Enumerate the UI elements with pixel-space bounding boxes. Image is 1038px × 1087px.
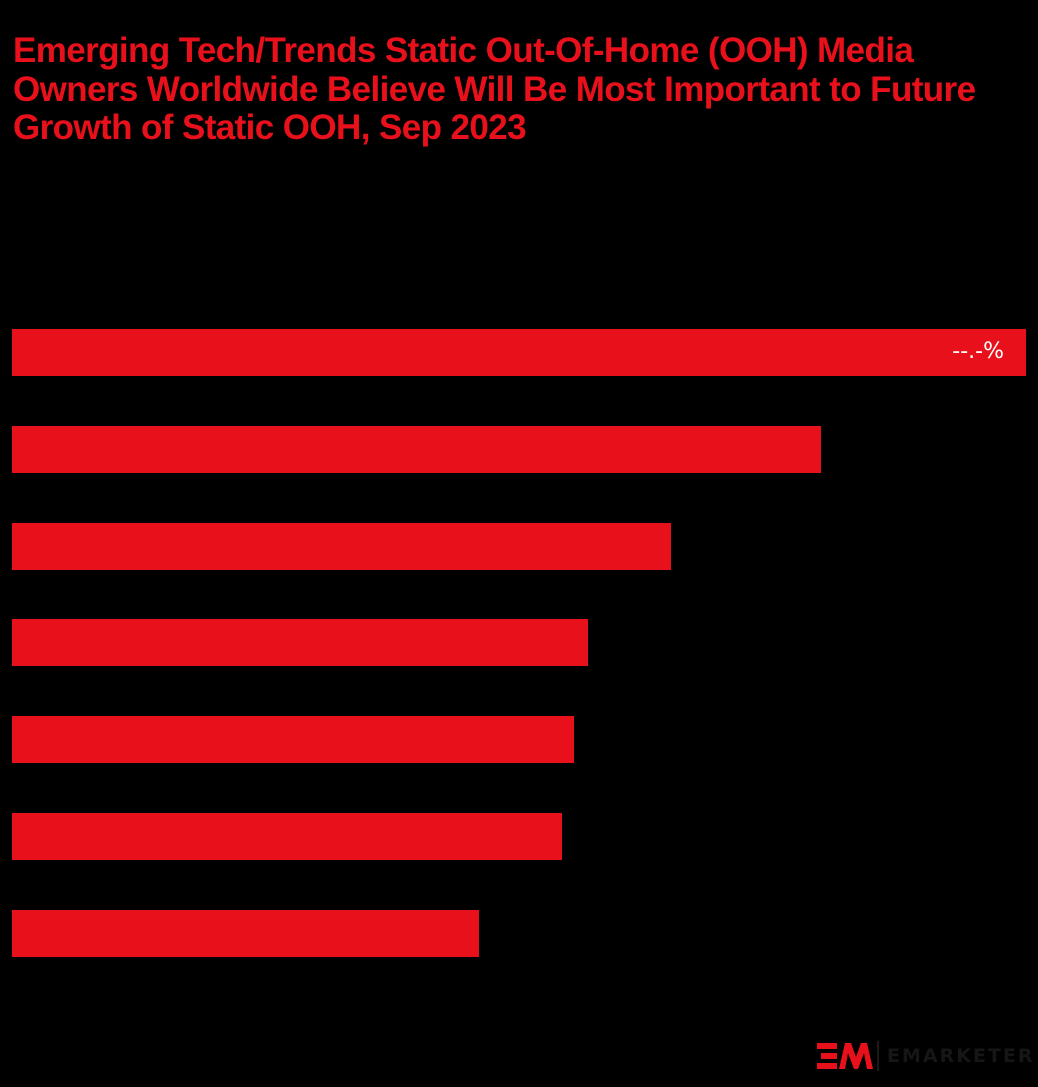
bar-3	[12, 523, 671, 570]
bar-4	[12, 619, 588, 666]
bar-2	[12, 426, 821, 473]
bar-value-label: --.-%	[952, 339, 1004, 364]
logo-divider	[877, 1041, 879, 1071]
bar-1: --.-%	[12, 329, 1026, 376]
brand-name: EMARKETER	[887, 1045, 1035, 1067]
chart-title: Emerging Tech/Trends Static Out-Of-Home …	[13, 31, 976, 147]
em-logo-icon	[817, 1043, 873, 1069]
bar-5	[12, 716, 574, 763]
bar-7	[12, 910, 479, 957]
emarketer-logo: EMARKETER	[817, 1040, 1035, 1072]
bar-6	[12, 813, 562, 860]
